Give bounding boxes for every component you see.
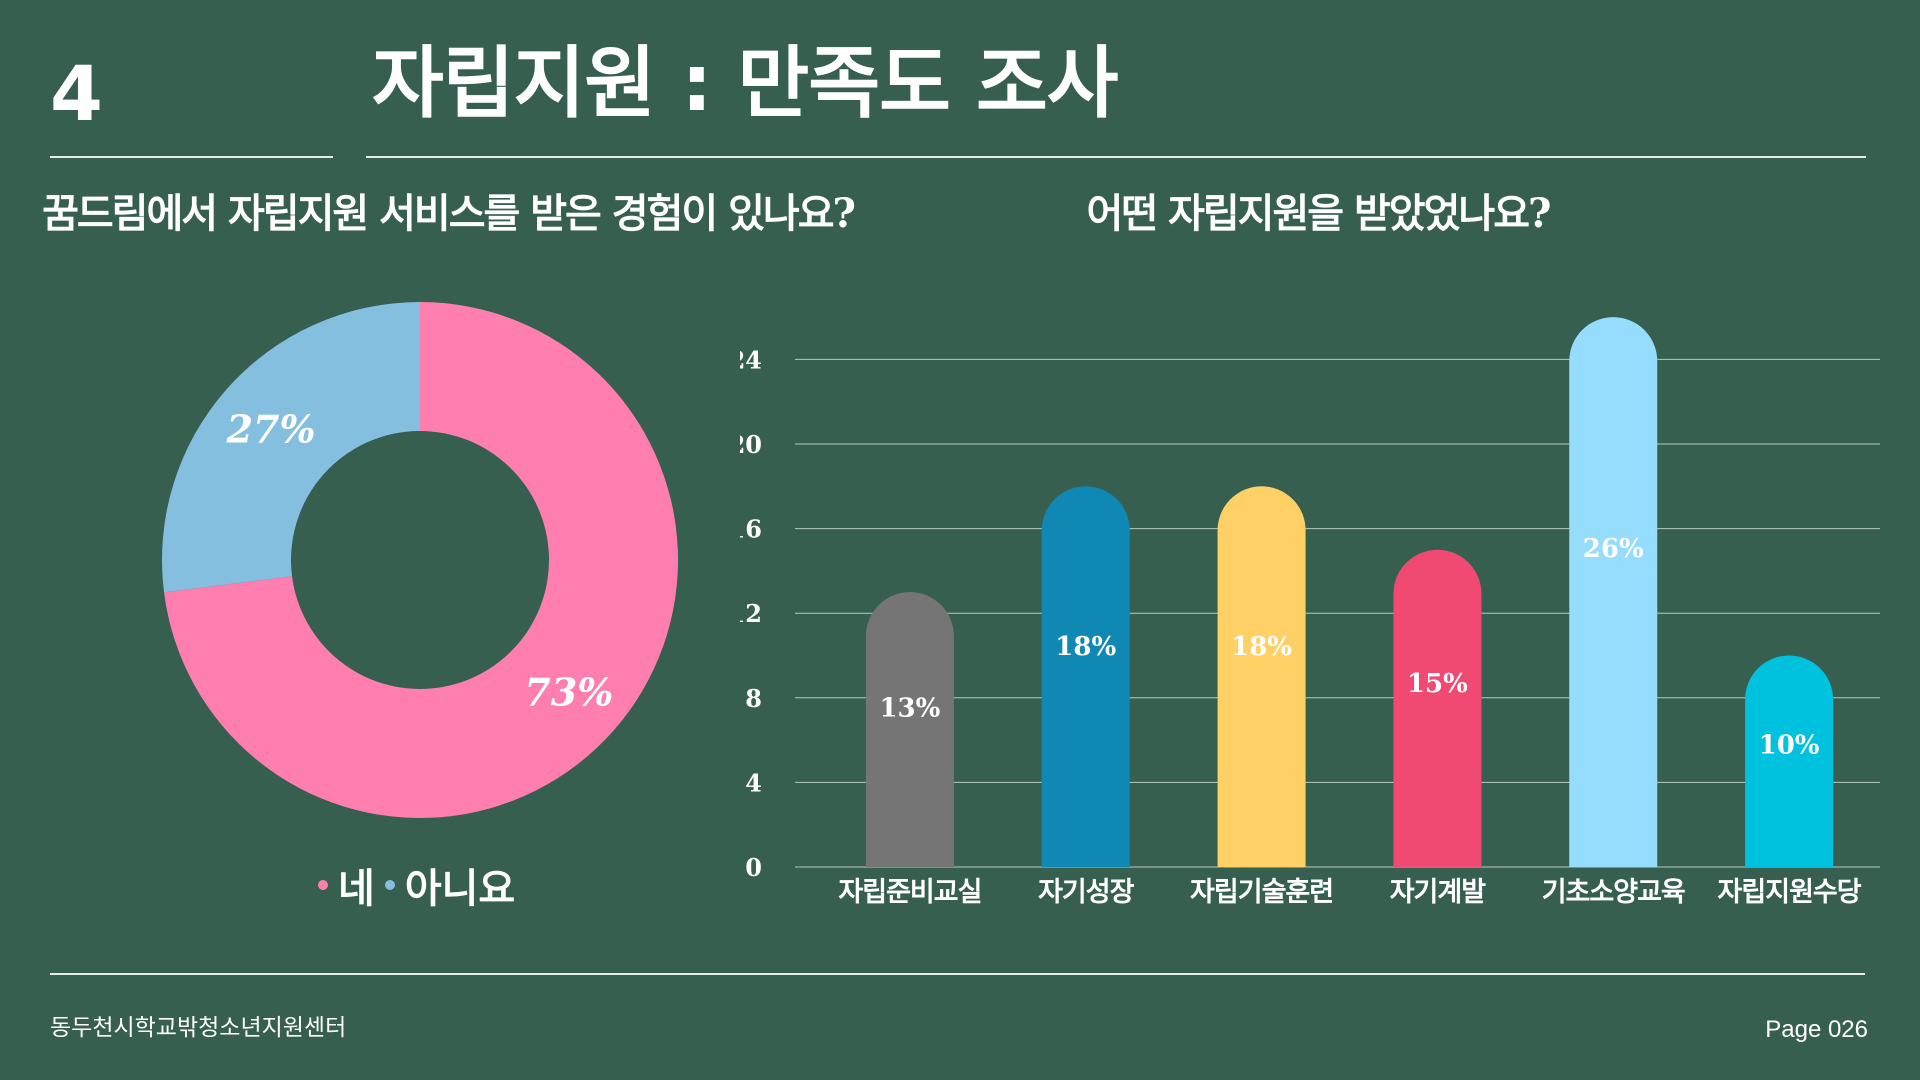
footer-page-number: Page 026 (1765, 1016, 1868, 1043)
y-tick-label-6: 24 (740, 345, 762, 374)
bar-4 (1569, 317, 1658, 868)
bar-value-label-4: 26% (1583, 534, 1644, 564)
bar-value-label-3: 15% (1407, 669, 1468, 699)
bar-value-label-5: 10% (1759, 730, 1820, 760)
donut-slice-1 (162, 302, 420, 593)
x-category-label-2: 자립기술훈련 (1190, 877, 1333, 908)
y-tick-label-0: 0 (745, 853, 762, 882)
bar-0 (865, 592, 954, 867)
bar-3 (1393, 549, 1482, 867)
y-tick-label-1: 4 (745, 768, 762, 797)
bar-1 (1041, 486, 1130, 867)
bar-2 (1217, 486, 1306, 867)
y-tick-label-4: 16 (740, 515, 762, 544)
x-category-label-4: 기초소양교육 (1542, 877, 1685, 908)
slide-number: 4 (50, 49, 103, 138)
page-title: 자립지원 : 만족도 조사 (372, 39, 1118, 129)
y-tick-label-2: 8 (745, 684, 762, 713)
header-rule-right (366, 156, 1866, 158)
x-category-label-5: 자립지원수당 (1718, 877, 1862, 908)
header-rule-left (50, 156, 333, 158)
legend-no-label: 아니요 (404, 866, 516, 912)
bar-value-label-1: 18% (1055, 632, 1116, 662)
bar-value-label-2: 18% (1231, 632, 1292, 662)
legend-no-dot (384, 880, 395, 890)
legend-yes-label: 네 (338, 866, 375, 912)
x-category-label-3: 자기계발 (1390, 877, 1487, 908)
y-tick-label-5: 20 (740, 430, 762, 459)
donut-chart: 73% 27% (162, 302, 678, 818)
footer-rule (50, 973, 1865, 975)
donut-legend: 네 아니요 (318, 856, 515, 914)
bar-value-label-0: 13% (879, 694, 940, 724)
donut-slice-0 (164, 302, 678, 818)
donut-chart-title: 꿈드림에서 자립지원 서비스를 받은 경험이 있나요? (42, 190, 856, 237)
donut-slice-label-1: 27% (226, 407, 316, 452)
donut-slice-label-0: 73% (524, 669, 613, 714)
footer-organization: 동두천시학교밖청소년지원센터 (50, 1015, 347, 1041)
x-category-label-1: 자기성장 (1038, 877, 1135, 908)
x-category-label-0: 자립준비교실 (838, 877, 981, 908)
bar-chart: 0 4 8 12 16 20 24 13% 자립준비교실 18% 자기성장 18% 자립기술훈련 15% 자… (740, 317, 1880, 908)
bar-chart-title: 어떤 자립지원을 받았었나요? (1086, 190, 1552, 237)
y-tick-label-3: 12 (740, 599, 762, 628)
legend-yes-dot (318, 880, 328, 890)
bar-5 (1745, 655, 1834, 867)
